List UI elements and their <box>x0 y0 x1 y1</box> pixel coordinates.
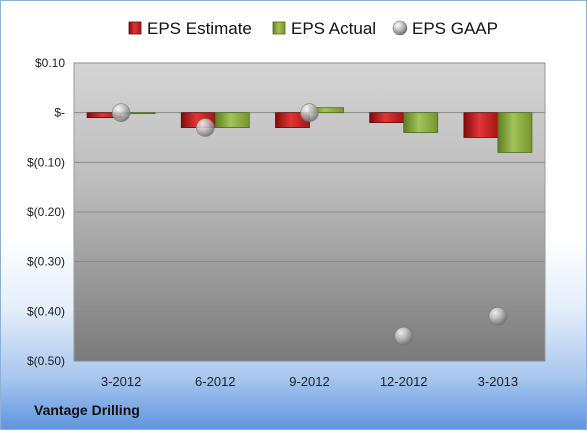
x-axis: 3-2012 6-2012 9-2012 12-2012 3-2013 <box>101 374 518 389</box>
gaap-marker <box>488 306 508 326</box>
legend-swatch-estimate <box>128 21 142 35</box>
actual-bar <box>497 112 533 153</box>
estimate-bar <box>369 112 405 123</box>
y-tick-label: $(0.30) <box>27 255 65 269</box>
y-tick-label: $(0.20) <box>27 205 65 219</box>
gaap-marker <box>300 103 319 122</box>
gaap-marker <box>196 118 215 137</box>
y-tick-label: $(0.10) <box>27 155 65 169</box>
y-tick-label: $0.10 <box>35 56 65 70</box>
legend-label-actual: EPS Actual <box>291 19 376 38</box>
gaap-markers <box>111 103 508 346</box>
y-tick-label: $(0.50) <box>27 354 65 368</box>
y-axis: $0.10 $- $(0.10) $(0.20) $(0.30) $(0.40) $(0.5… <box>27 56 65 368</box>
company-name: Vantage Drilling <box>34 402 140 418</box>
estimate-bar <box>463 112 499 138</box>
gaap-marker <box>394 326 414 346</box>
y-tick-label: $(0.40) <box>27 304 65 318</box>
x-tick-label: 6-2012 <box>195 374 235 389</box>
x-tick-label: 12-2012 <box>380 374 428 389</box>
legend-label-gaap: EPS GAAP <box>412 19 498 38</box>
gaap-marker <box>111 103 131 122</box>
legend: EPS Estimate EPS Actual EPS GAAP <box>128 19 498 38</box>
y-tick-label: $- <box>54 106 65 120</box>
x-tick-label: 3-2012 <box>101 374 141 389</box>
x-tick-label: 3-2013 <box>478 374 518 389</box>
legend-label-estimate: EPS Estimate <box>147 19 252 38</box>
legend-swatch-actual <box>272 21 286 35</box>
x-tick-label: 9-2012 <box>289 374 329 389</box>
legend-swatch-gaap <box>392 20 408 36</box>
actual-bar <box>403 112 439 133</box>
actual-bar <box>214 112 250 128</box>
